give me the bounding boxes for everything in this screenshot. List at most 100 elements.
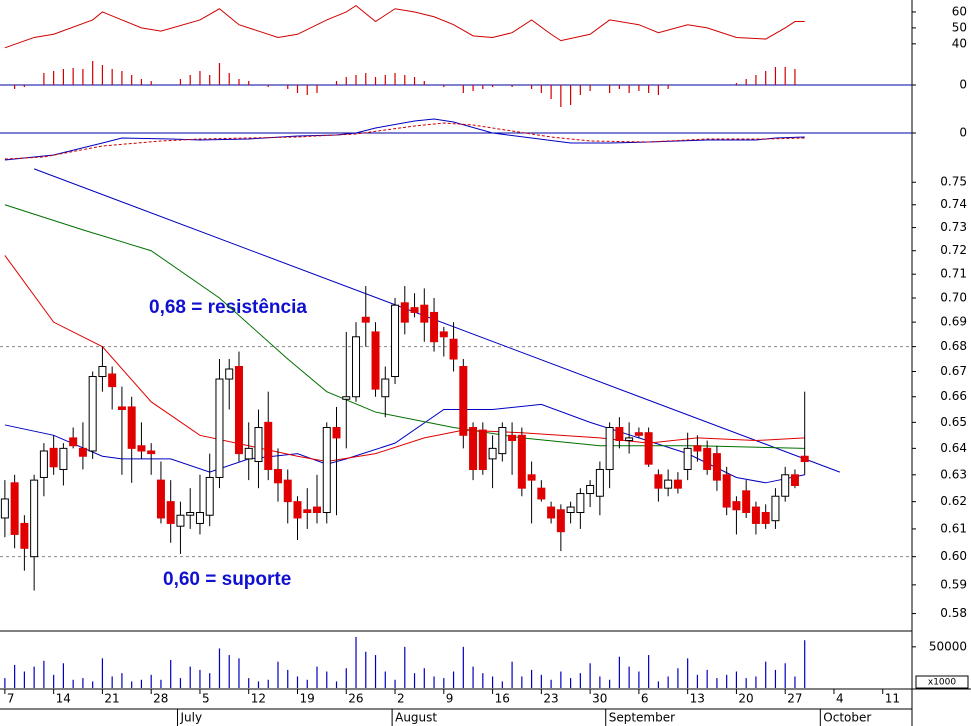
candle-body xyxy=(517,434,526,489)
bar xyxy=(599,676,601,688)
candle-body xyxy=(273,468,282,484)
line xyxy=(4,255,805,463)
bar xyxy=(170,660,172,688)
bar xyxy=(657,681,659,688)
candle-body xyxy=(576,493,585,514)
candle-body xyxy=(69,437,78,447)
unit-label: x1000 xyxy=(928,678,957,688)
bar xyxy=(540,674,542,688)
candle-body xyxy=(215,378,224,478)
bar xyxy=(423,668,425,688)
bar xyxy=(745,678,747,688)
candle-body xyxy=(137,445,146,452)
month-label: September xyxy=(609,711,675,725)
y-tick-label: 0.70 xyxy=(940,290,967,304)
bar xyxy=(82,69,84,85)
bar xyxy=(491,676,494,688)
candle-body xyxy=(771,495,780,522)
y-tick-label: 0.68 xyxy=(940,339,967,353)
bar xyxy=(306,679,308,688)
bar xyxy=(248,81,250,85)
candle-body xyxy=(195,512,204,524)
y-tick-label: 0.58 xyxy=(940,606,967,620)
bar xyxy=(23,671,25,688)
bar xyxy=(735,671,738,688)
bar xyxy=(355,75,357,85)
y-tick-label: 0.73 xyxy=(940,220,967,234)
candle-body xyxy=(205,476,214,516)
bar xyxy=(228,73,230,85)
bar xyxy=(316,666,318,688)
x-tick-label: 13 xyxy=(690,692,705,706)
bar xyxy=(628,85,630,93)
candle-body xyxy=(790,474,799,486)
bar xyxy=(657,85,659,95)
bar xyxy=(794,676,796,688)
candle-body xyxy=(225,368,234,380)
x-tick-label: 20 xyxy=(738,692,753,706)
bar xyxy=(62,663,65,688)
candle-body xyxy=(566,506,575,514)
candle-body xyxy=(664,479,673,489)
bar xyxy=(92,681,94,688)
candle-body xyxy=(693,445,702,452)
candle-body xyxy=(537,487,546,500)
bar xyxy=(560,85,562,107)
line xyxy=(4,204,805,449)
bar xyxy=(394,679,396,688)
bar xyxy=(277,661,279,688)
bar xyxy=(443,85,445,87)
candle-body xyxy=(244,447,253,460)
candle-body xyxy=(420,304,429,323)
candle-body xyxy=(410,307,419,313)
y-tick-label: 0.72 xyxy=(940,243,967,257)
bar xyxy=(72,679,74,688)
bar xyxy=(43,660,45,688)
candle-body xyxy=(264,421,273,470)
candle-body xyxy=(800,455,809,463)
y-tick-label: 0.59 xyxy=(940,577,967,591)
candle-body xyxy=(381,378,390,398)
bar xyxy=(101,658,104,688)
candle-body xyxy=(654,474,663,489)
bar xyxy=(287,669,289,688)
bar xyxy=(745,79,747,85)
candle-body xyxy=(508,434,517,442)
bar xyxy=(345,77,347,85)
candle-body xyxy=(371,331,380,390)
bar xyxy=(238,658,240,688)
y-tick-label: 0.60 xyxy=(940,549,967,563)
bar xyxy=(687,658,689,688)
candle-body xyxy=(303,509,312,514)
bar xyxy=(589,663,591,688)
bar xyxy=(638,85,640,91)
bar xyxy=(648,85,650,93)
bar xyxy=(452,671,455,688)
annotation: 0,68 = resistência xyxy=(149,297,307,318)
candle-body xyxy=(342,396,351,400)
y-tick-label: 0.65 xyxy=(940,415,967,429)
bar xyxy=(423,81,425,85)
bar xyxy=(111,69,113,85)
candle-body xyxy=(683,447,692,470)
bar xyxy=(706,669,708,688)
candle-body xyxy=(59,447,68,470)
candle-body xyxy=(488,447,497,460)
candle-body xyxy=(30,479,39,558)
x-tick-label: 28 xyxy=(153,692,168,706)
candle-body xyxy=(98,365,107,378)
candle-body xyxy=(703,447,712,470)
candle-body xyxy=(293,501,302,519)
bar xyxy=(726,674,728,688)
bar xyxy=(774,67,777,85)
y-tick-label: 0.61 xyxy=(940,521,967,535)
annotation: 0,60 = suporte xyxy=(163,569,291,590)
y-tick-label: 60 xyxy=(952,4,967,18)
bar xyxy=(238,79,240,85)
y-tick-label: 0.67 xyxy=(940,364,967,378)
candle-body xyxy=(117,406,126,410)
month-label: October xyxy=(823,711,871,725)
bar xyxy=(326,671,328,688)
bar xyxy=(316,85,318,93)
